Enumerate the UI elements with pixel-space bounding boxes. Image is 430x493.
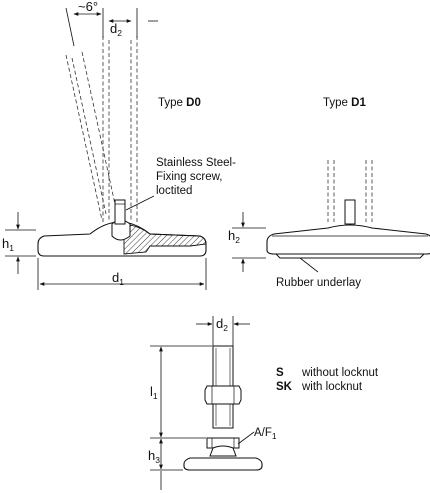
fixing-screw [114, 199, 126, 225]
af-leader [237, 431, 255, 445]
fixing-screw-line-2: Fixing screw, [156, 171, 222, 183]
fixing-screw-line-3: loctited [156, 185, 192, 197]
variant-legend: S without locknut SK with locknut [276, 367, 379, 393]
type-d0-drawing: ~6° d2 h1 d1 [2, 0, 207, 290]
rubber-underlay-label: Rubber underlay [276, 277, 361, 289]
s-d2-dimension [196, 316, 250, 346]
s-ball-joint [209, 445, 237, 457]
rubber-underlay [274, 253, 426, 259]
legend-text-sk: with locknut [301, 381, 363, 393]
type-d1-drawing [232, 160, 430, 273]
legend-code-sk: SK [276, 381, 293, 393]
h2-label: h2 [228, 228, 240, 245]
d1-dimension [37, 258, 207, 290]
foot-section-hatch [123, 223, 207, 255]
type-d0-label: Type D0 [158, 97, 201, 109]
fixing-screw-line-1: Stainless Steel- [156, 157, 236, 169]
h3-dimension [150, 438, 183, 490]
foot-base-d1 [266, 224, 430, 255]
fixing-screw-leader [125, 195, 155, 211]
af-label: A/F1 [254, 427, 277, 441]
d1-fixing-screw [344, 199, 356, 225]
angle-indicator [65, 7, 158, 47]
angle-label: ~6° [78, 0, 98, 14]
locknut [204, 385, 242, 405]
l1-label: l1 [150, 384, 158, 401]
h1-label: h1 [2, 236, 14, 253]
rubber-underlay-leader [299, 257, 319, 273]
h3-label: h3 [148, 448, 160, 465]
d2-label: d2 [110, 21, 122, 38]
l1-dimension [150, 345, 212, 439]
legend-text-s: without locknut [301, 367, 379, 379]
s-d2-label: d2 [216, 316, 228, 333]
tilted-stud-outline [65, 51, 119, 221]
h2-dimension [232, 212, 266, 272]
d1-stud-outline [327, 160, 373, 222]
legend-code-s: S [276, 367, 284, 379]
d1-label: d1 [112, 270, 124, 287]
vertical-stud-outline [102, 36, 138, 222]
s-foot-base [183, 457, 263, 471]
s-sk-drawing [150, 316, 263, 490]
h1-dimension [5, 212, 36, 274]
type-d1-label: Type D1 [323, 97, 366, 109]
